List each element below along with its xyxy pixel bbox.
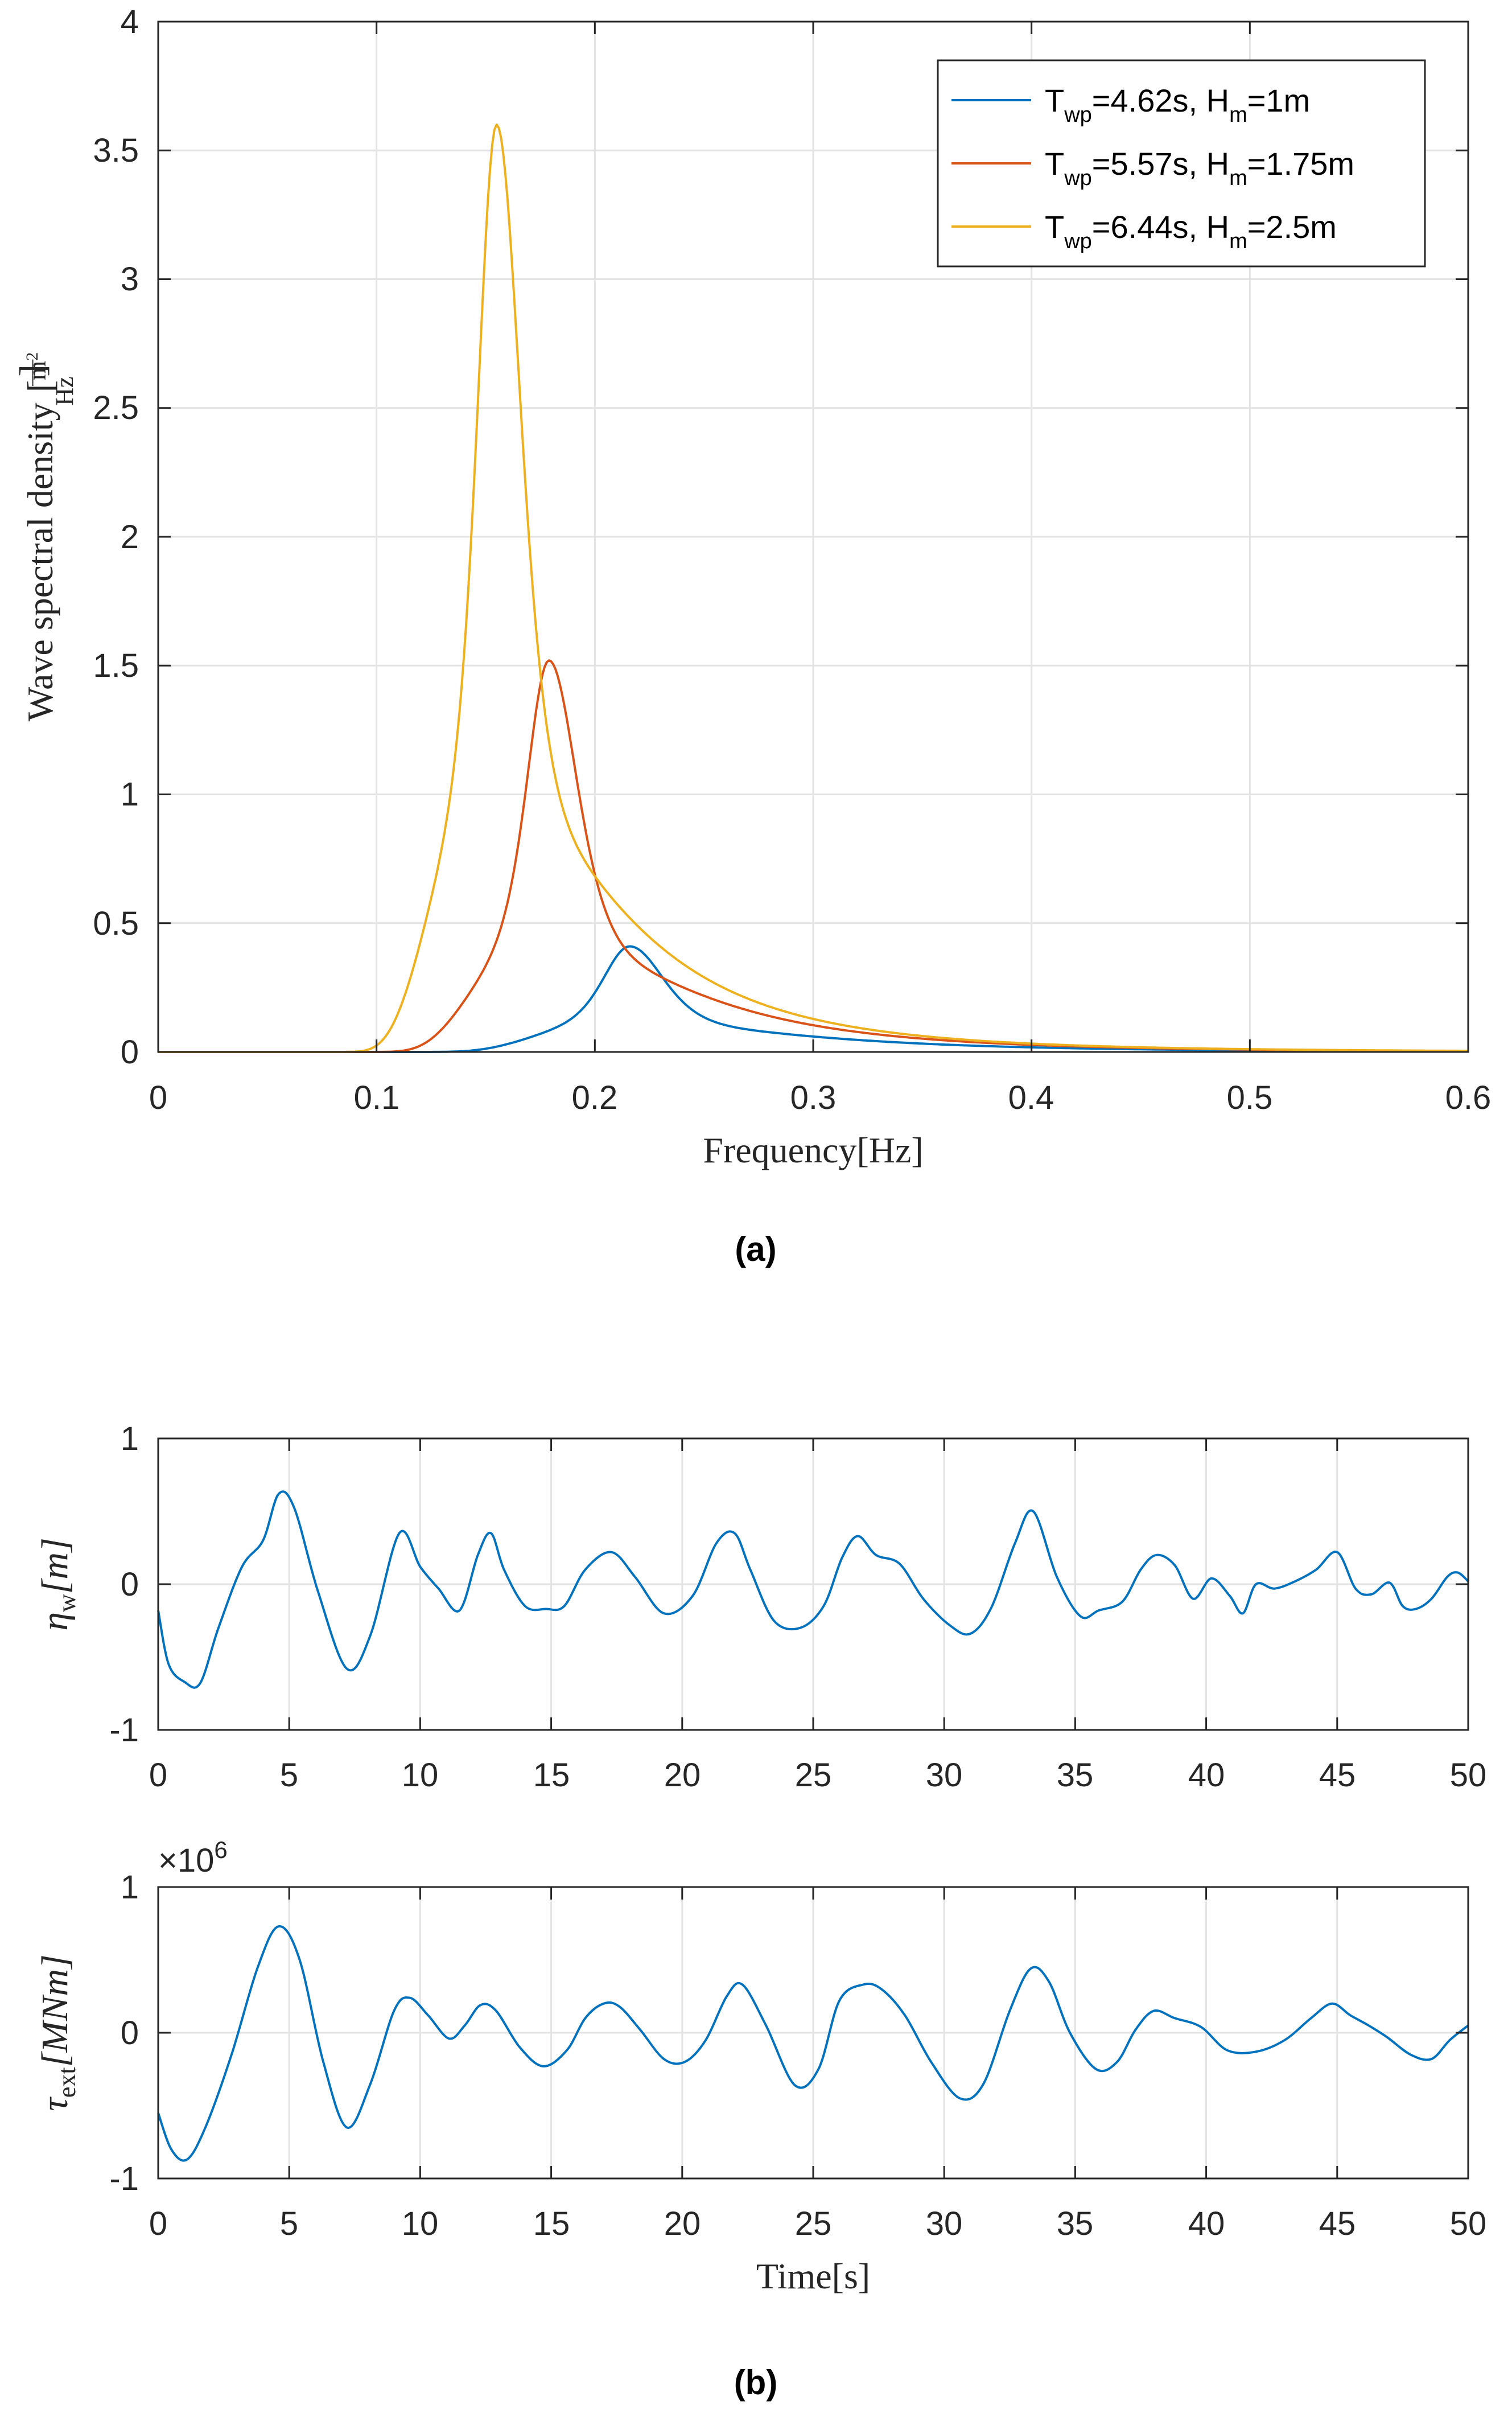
eta-xtick-label: 50 — [1450, 1757, 1487, 1794]
tau-xtick-label: 15 — [533, 2205, 570, 2242]
eta-ytick-label: -1 — [109, 1712, 139, 1749]
tau-xtick-label: 40 — [1188, 2205, 1225, 2242]
eta-xtick-label: 0 — [149, 1757, 167, 1794]
caption-b: (b) — [734, 2363, 778, 2402]
spectrum-ylabel-unit-exp: 2 — [23, 352, 42, 361]
eta-xtick-label: 35 — [1057, 1757, 1094, 1794]
svg-text:Twp=6.44s, Hm=2.5m: Twp=6.44s, Hm=2.5m — [1045, 209, 1337, 253]
spectrum-xtick-label: 0.2 — [572, 1079, 618, 1116]
legend-entry: Twp=4.62s, Hm=1m — [951, 83, 1310, 127]
eta-xtick-label: 25 — [795, 1757, 832, 1794]
eta-ytick-label: 0 — [121, 1566, 139, 1603]
tau-ylabel-unit: [MNm] — [34, 1954, 76, 2067]
spectrum-x-tick-labels: 0 0.1 0.2 0.3 0.4 0.5 0.6 — [149, 1079, 1491, 1116]
spectrum-tick-marks — [157, 20, 1469, 1053]
spectrum-y-tick-labels: 0 0.5 1 1.5 2 2.5 3 3.5 4 — [93, 3, 139, 1071]
tau-xtick-label: 25 — [795, 2205, 832, 2242]
eta-xtick-label: 5 — [280, 1757, 298, 1794]
tau-xtick-label: 0 — [149, 2205, 167, 2242]
tau-y-axis-label: τext[MNm] — [34, 1954, 81, 2111]
tau-xtick-label: 35 — [1057, 2205, 1094, 2242]
spectrum-ylabel-unit-num: m — [23, 361, 51, 380]
spectrum-ytick-label: 0 — [121, 1034, 139, 1071]
tau-tick-marks — [157, 1886, 1469, 2180]
eta-xtick-label: 45 — [1319, 1757, 1356, 1794]
spectrum-ytick-label: 1 — [121, 776, 139, 813]
eta-panel: -1 0 1 0 5 10 15 20 25 30 35 40 45 50 ηw… — [34, 1420, 1486, 1794]
svg-text:τext[MNm]: τext[MNm] — [34, 1954, 81, 2111]
spectrum-ytick-label: 1.5 — [93, 647, 139, 684]
spectrum-y-axis-label: Wave spectral density[m2‾‾‾Hz] — [12, 352, 79, 722]
eta-xtick-label: 20 — [664, 1757, 701, 1794]
spectrum-xtick-label: 0.3 — [790, 1079, 837, 1116]
eta-line — [157, 1490, 1469, 1689]
caption-a: (a) — [735, 1230, 776, 1268]
tau-xtick-label: 20 — [664, 2205, 701, 2242]
tau-xtick-label: 50 — [1450, 2205, 1487, 2242]
tau-line — [157, 1925, 1469, 2162]
tau-series-line — [157, 1925, 1469, 2162]
svg-text:Twp=5.57s, Hm=1.75m: Twp=5.57s, Hm=1.75m — [1045, 146, 1354, 190]
eta-ylabel-unit: [m] — [34, 1538, 76, 1594]
eta-xtick-label: 30 — [926, 1757, 963, 1794]
svg-text:ηw[m]: ηw[m] — [34, 1538, 81, 1631]
tau-ylabel-subscript: ext — [53, 2067, 81, 2098]
tau-xtick-label: 30 — [926, 2205, 963, 2242]
tau-y-tick-labels: -1 0 1 — [109, 1869, 139, 2197]
spectrum-x-axis-label: Frequency[Hz] — [703, 1130, 923, 1170]
spectrum-ytick-label: 0.5 — [93, 905, 139, 942]
eta-xtick-label: 10 — [402, 1757, 439, 1794]
tau-multiplier: ×106 — [158, 1836, 228, 1879]
eta-xtick-label: 40 — [1188, 1757, 1225, 1794]
tau-xtick-label: 5 — [280, 2205, 298, 2242]
spectrum-ytick-label: 4 — [121, 3, 139, 40]
tau-xtick-label: 45 — [1319, 2205, 1356, 2242]
spectrum-ytick-label: 2.5 — [93, 389, 139, 426]
svg-text:Wave spectral density[m2‾‾‾Hz]: Wave spectral density[m2‾‾‾Hz] — [12, 352, 79, 722]
tau-ytick-label: 0 — [121, 2015, 139, 2052]
eta-ylabel-subscript: w — [53, 1594, 81, 1612]
eta-xtick-label: 15 — [533, 1757, 570, 1794]
eta-x-tick-labels: 0 5 10 15 20 25 30 35 40 45 50 — [149, 1757, 1486, 1794]
tau-xtick-label: 10 — [402, 2205, 439, 2242]
legend-entry: Twp=5.57s, Hm=1.75m — [951, 146, 1354, 190]
eta-series-line — [157, 1490, 1469, 1689]
spectrum-ylabel-text: Wave spectral density — [20, 402, 60, 721]
tau-panel: ×106 -1 0 1 0 5 10 15 20 25 30 35 40 45 … — [34, 1836, 1486, 2402]
spectrum-panel: 0 0.5 1 1.5 2 2.5 3 3.5 4 0 0.1 0.2 0.3 … — [12, 3, 1491, 1268]
eta-y-axis-label: ηw[m] — [34, 1538, 81, 1631]
tau-ylabel-symbol: τ — [34, 2097, 76, 2111]
eta-ylabel-symbol: η — [34, 1612, 76, 1631]
spectrum-legend: Twp=4.62s, Hm=1m Twp=5.57s, Hm=1.75m Twp… — [937, 59, 1426, 268]
eta-ytick-label: 1 — [121, 1420, 139, 1457]
spectrum-ytick-label: 3.5 — [93, 132, 139, 169]
spectrum-xtick-label: 0.4 — [1008, 1079, 1054, 1116]
spectrum-ytick-label: 3 — [121, 261, 139, 298]
spectrum-ylabel-unit-den: Hz — [51, 376, 79, 405]
spectrum-xtick-label: 0.1 — [354, 1079, 400, 1116]
tau-x-tick-labels: 0 5 10 15 20 25 30 35 40 45 50 — [149, 2205, 1486, 2242]
spectrum-xtick-label: 0 — [149, 1079, 167, 1116]
tau-ytick-label: -1 — [109, 2160, 139, 2197]
eta-y-tick-labels: -1 0 1 — [109, 1420, 139, 1749]
spectrum-xtick-label: 0.6 — [1445, 1079, 1492, 1116]
legend-entry: Twp=6.44s, Hm=2.5m — [951, 209, 1337, 253]
spectrum-ytick-label: 2 — [121, 519, 139, 556]
tau-x-axis-label: Time[s] — [756, 2256, 870, 2296]
spectrum-xtick-label: 0.5 — [1227, 1079, 1273, 1116]
svg-text:Twp=4.62s, Hm=1m: Twp=4.62s, Hm=1m — [1045, 83, 1310, 127]
eta-tick-marks — [157, 1437, 1469, 1731]
tau-ytick-label: 1 — [121, 1869, 139, 1906]
